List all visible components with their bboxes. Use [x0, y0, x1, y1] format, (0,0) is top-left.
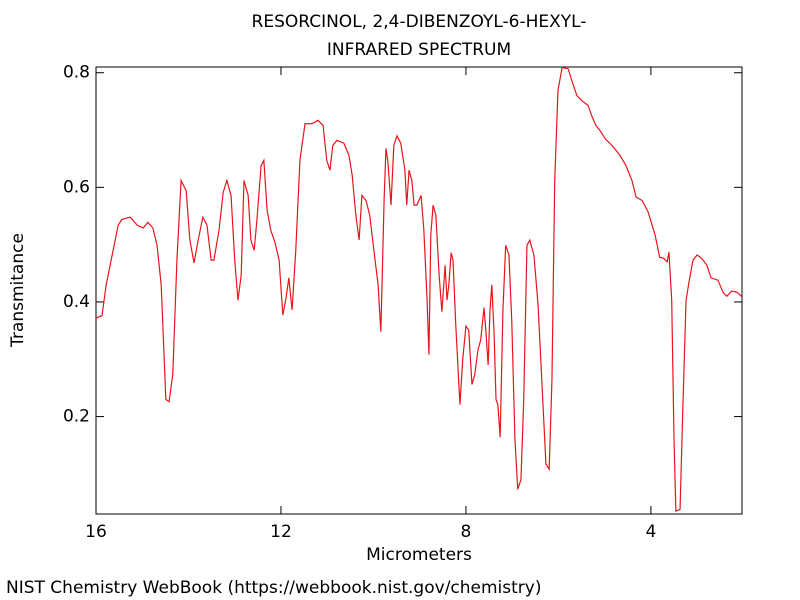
y-tick-label: 0.4	[63, 292, 90, 312]
y-tick-label: 0.6	[63, 177, 90, 197]
credit: NIST Chemistry WebBook (https://webbook.…	[6, 578, 541, 598]
y-tick-label: 0.2	[63, 407, 90, 427]
x-tick-label: 12	[270, 522, 292, 542]
chart-subtitle: INFRARED SPECTRUM	[327, 40, 511, 60]
chart-title: RESORCINOL, 2,4-DIBENZOYL-6-HEXYL-	[252, 12, 587, 32]
x-tick-label: 4	[645, 522, 656, 542]
x-axis-label: Micrometers	[366, 545, 472, 565]
x-tick-label: 8	[461, 522, 472, 542]
x-tick-label: 16	[85, 522, 107, 542]
plot-frame	[95, 66, 743, 515]
y-tick-label: 0.8	[63, 63, 90, 83]
spectrum-line	[96, 67, 742, 513]
y-axis-label: Transmitance	[8, 233, 28, 348]
